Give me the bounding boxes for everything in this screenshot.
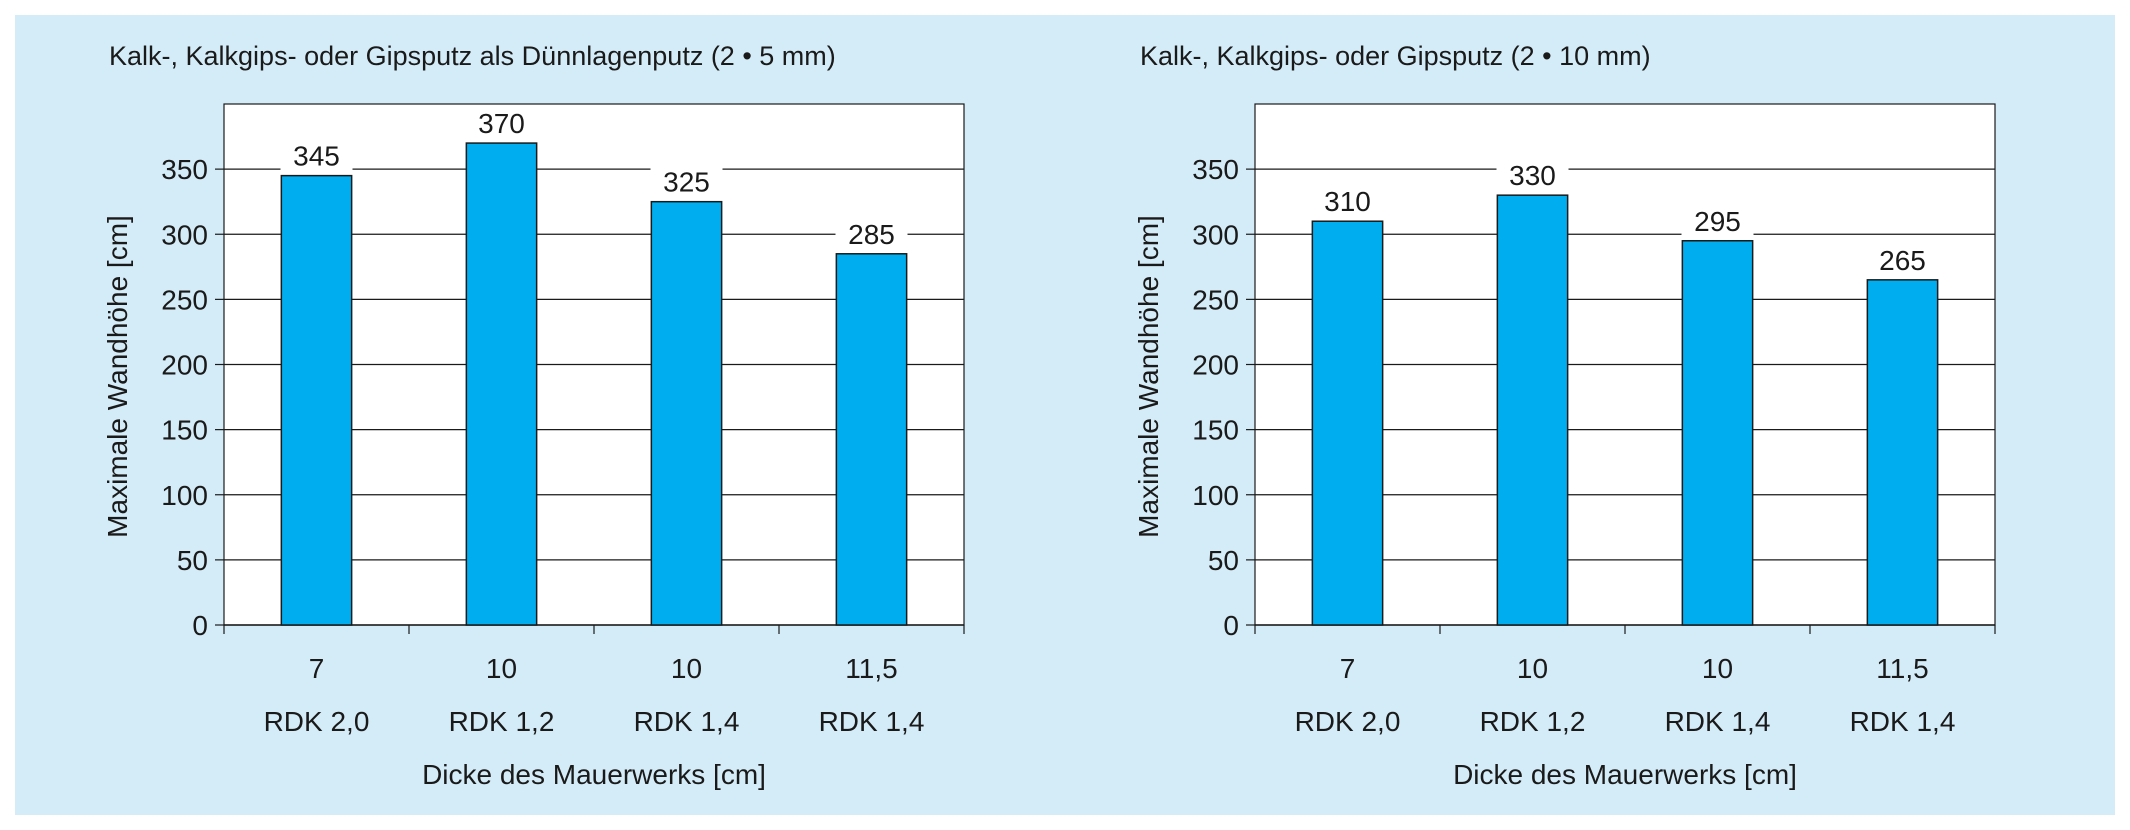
y-tick-label: 300 <box>161 219 208 250</box>
x-tick-label: 11,5 <box>845 653 897 684</box>
chart-title: Kalk-, Kalkgips- oder Gipsputz als Dünnl… <box>109 41 836 71</box>
y-tick-label: 300 <box>1192 219 1239 250</box>
x-axis-label: Dicke des Mauerwerks [cm] <box>1453 759 1797 790</box>
data-label: 265 <box>1879 245 1926 276</box>
y-tick-label: 250 <box>1192 284 1239 315</box>
bar <box>1496 194 1569 626</box>
y-tick-label: 0 <box>1223 610 1239 641</box>
x-tick-sublabel: RDK 1,2 <box>1480 706 1586 737</box>
x-tick-label: 10 <box>486 653 517 684</box>
bar <box>1311 220 1384 626</box>
x-tick-label: 10 <box>1517 653 1548 684</box>
x-tick-sublabel: RDK 1,4 <box>819 706 925 737</box>
bar <box>280 174 353 626</box>
chart-svg: Kalk-, Kalkgips- oder Gipsputz als Dünnl… <box>102 41 1996 790</box>
x-tick-sublabel: RDK 2,0 <box>1295 706 1401 737</box>
x-axis-label: Dicke des Mauerwerks [cm] <box>422 759 766 790</box>
data-label-bg <box>650 163 723 198</box>
data-label-bg <box>1496 157 1569 192</box>
y-tick-label: 200 <box>161 350 208 381</box>
bar <box>1866 279 1939 626</box>
x-tick-label: 10 <box>671 653 702 684</box>
data-label-bg <box>1681 202 1754 237</box>
y-tick-label: 50 <box>177 545 208 576</box>
data-label-bg <box>1866 241 1939 276</box>
bar <box>465 142 538 626</box>
data-label: 285 <box>848 219 895 250</box>
y-axis-label: Maximale Wandhöhe [cm] <box>102 215 133 538</box>
x-tick-sublabel: RDK 1,2 <box>449 706 555 737</box>
x-tick-sublabel: RDK 2,0 <box>264 706 370 737</box>
x-tick-sublabel: RDK 1,4 <box>1850 706 1956 737</box>
data-label-bg <box>835 215 908 250</box>
bar <box>650 200 723 626</box>
y-tick-label: 350 <box>1192 154 1239 185</box>
data-label: 310 <box>1324 186 1371 217</box>
x-tick-sublabel: RDK 1,4 <box>634 706 740 737</box>
y-tick-label: 50 <box>1208 545 1239 576</box>
x-tick-sublabel: RDK 1,4 <box>1665 706 1771 737</box>
data-label: 325 <box>663 167 710 198</box>
y-tick-label: 100 <box>161 480 208 511</box>
y-tick-label: 100 <box>1192 480 1239 511</box>
y-tick-label: 150 <box>161 415 208 446</box>
bar <box>835 253 908 626</box>
data-label: 295 <box>1694 206 1741 237</box>
y-axis-label: Maximale Wandhöhe [cm] <box>1133 215 1164 538</box>
chart-title: Kalk-, Kalkgips- oder Gipsputz (2 • 10 m… <box>1140 41 1651 71</box>
x-tick-label: 7 <box>309 653 325 684</box>
x-tick-label: 11,5 <box>1876 653 1928 684</box>
data-label-bg <box>465 105 538 140</box>
chart-figure: Kalk-, Kalkgips- oder Gipsputz als Dünnl… <box>15 15 2115 815</box>
y-tick-label: 150 <box>1192 415 1239 446</box>
y-tick-label: 250 <box>161 284 208 315</box>
data-label: 345 <box>293 141 340 172</box>
x-tick-label: 7 <box>1340 653 1356 684</box>
x-tick-label: 10 <box>1702 653 1733 684</box>
y-tick-label: 0 <box>192 610 208 641</box>
data-label-bg <box>280 137 353 172</box>
data-label: 330 <box>1509 160 1556 191</box>
bar <box>1681 240 1754 626</box>
data-label-bg <box>1311 183 1384 218</box>
y-tick-label: 200 <box>1192 350 1239 381</box>
y-tick-label: 350 <box>161 154 208 185</box>
data-label: 370 <box>478 108 525 139</box>
